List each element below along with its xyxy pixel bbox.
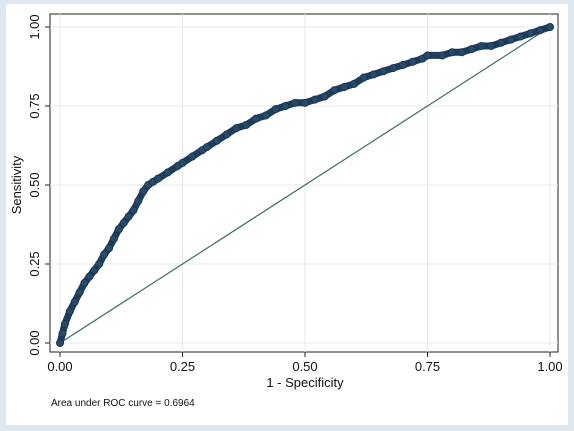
data-series <box>56 22 555 347</box>
x-tick-label: 0.00 <box>47 359 72 374</box>
roc-point <box>379 67 388 76</box>
roc-point <box>188 152 197 161</box>
roc-point <box>100 250 109 259</box>
roc-point <box>232 124 241 133</box>
roc-point <box>153 174 162 183</box>
roc-point <box>408 57 417 66</box>
roc-point <box>349 79 358 88</box>
roc-point <box>536 26 545 35</box>
auc-note: Area under ROC curve = 0.6964 <box>51 398 195 409</box>
y-tick-label: 0.50 <box>27 172 42 197</box>
roc-point <box>496 38 505 47</box>
roc-point <box>85 272 94 281</box>
roc-point <box>65 307 74 316</box>
x-tick-label: 0.50 <box>292 359 317 374</box>
plot-region <box>49 13 559 353</box>
roc-point <box>105 244 114 253</box>
roc-point <box>58 329 67 338</box>
roc-point <box>202 143 211 152</box>
roc-point <box>109 234 118 243</box>
roc-point <box>261 111 270 120</box>
roc-point <box>129 206 138 215</box>
roc-point <box>80 278 89 287</box>
y-tick-label: 0.75 <box>27 93 42 118</box>
roc-point <box>75 288 84 297</box>
roc-point <box>134 196 143 205</box>
roc-point <box>398 60 407 69</box>
roc-point <box>330 86 339 95</box>
roc-point <box>516 32 525 41</box>
y-tick-label: 1.00 <box>27 14 42 39</box>
y-tick-label: 0.00 <box>27 330 42 355</box>
roc-point <box>447 48 456 57</box>
roc-point <box>222 130 231 139</box>
roc-point <box>300 98 309 107</box>
x-tick-label: 0.75 <box>415 359 440 374</box>
roc-point <box>457 48 466 57</box>
roc-point <box>389 64 398 73</box>
roc-point <box>506 35 515 44</box>
roc-point <box>310 95 319 104</box>
roc-point <box>95 259 104 268</box>
roc-point <box>242 120 251 129</box>
roc-point <box>340 83 349 92</box>
roc-point <box>56 338 65 347</box>
axes: 0.00 0.25 0.50 0.75 1.00 0.00 0.25 0.50 0.75 1.00 <box>27 14 563 374</box>
roc-point <box>477 41 486 50</box>
roc-point <box>178 158 187 167</box>
y-tick-label: 0.25 <box>27 251 42 276</box>
x-tick-label: 1.00 <box>537 359 562 374</box>
roc-point <box>70 297 79 306</box>
roc-point <box>423 51 432 60</box>
roc-point <box>526 29 535 38</box>
roc-point <box>369 70 378 79</box>
y-axis-label: Sensitivity <box>9 155 24 214</box>
roc-point <box>124 212 133 221</box>
roc-point <box>212 136 221 145</box>
roc-point <box>139 187 148 196</box>
roc-point <box>281 102 290 111</box>
roc-point <box>114 225 123 234</box>
roc-point <box>60 320 69 329</box>
x-axis-label: 1 - Specificity <box>266 375 344 390</box>
roc-point <box>320 92 329 101</box>
roc-point <box>438 51 447 60</box>
roc-point <box>251 114 260 123</box>
roc-point <box>291 98 300 107</box>
roc-point <box>467 45 476 54</box>
roc-point <box>487 41 496 50</box>
x-tick-label: 0.25 <box>170 359 195 374</box>
reference-line <box>59 26 551 344</box>
roc-point <box>90 266 99 275</box>
roc-point <box>546 22 555 31</box>
roc-point <box>119 218 128 227</box>
roc-point <box>359 73 368 82</box>
roc-point <box>271 105 280 114</box>
roc-point <box>163 168 172 177</box>
